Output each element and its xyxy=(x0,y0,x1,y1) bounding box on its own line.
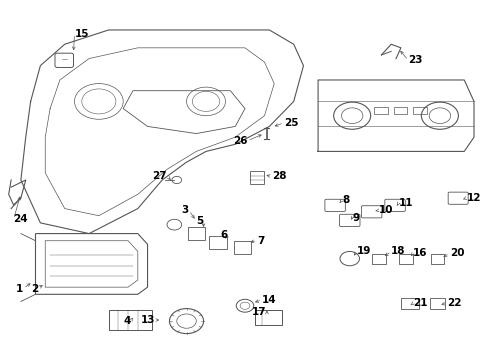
Bar xyxy=(109,310,152,330)
Text: 26: 26 xyxy=(233,136,247,146)
Bar xyxy=(372,253,386,264)
Bar xyxy=(209,236,227,249)
Text: 14: 14 xyxy=(262,295,277,305)
Bar xyxy=(413,108,427,114)
Text: 6: 6 xyxy=(220,230,228,240)
Text: 11: 11 xyxy=(398,198,413,208)
Bar xyxy=(188,227,205,240)
Bar xyxy=(430,298,445,309)
Bar xyxy=(234,242,251,254)
Text: 27: 27 xyxy=(152,171,167,181)
Text: 23: 23 xyxy=(408,55,423,65)
Text: 4: 4 xyxy=(123,316,130,326)
Text: 21: 21 xyxy=(413,298,428,308)
Bar xyxy=(399,253,413,264)
Text: 15: 15 xyxy=(74,28,89,39)
Text: 25: 25 xyxy=(284,118,298,128)
Bar xyxy=(250,171,265,184)
Text: 1: 1 xyxy=(16,284,24,294)
Text: 13: 13 xyxy=(140,315,155,325)
Text: 19: 19 xyxy=(357,247,371,256)
Bar xyxy=(401,298,419,309)
Bar xyxy=(393,108,407,114)
Bar xyxy=(431,253,443,264)
Bar xyxy=(255,310,282,325)
Text: 10: 10 xyxy=(379,205,393,215)
Text: 18: 18 xyxy=(391,247,406,256)
Text: 12: 12 xyxy=(466,193,481,203)
Text: 20: 20 xyxy=(450,248,464,258)
Text: 8: 8 xyxy=(343,195,350,204)
Bar xyxy=(374,108,388,114)
Text: 7: 7 xyxy=(257,236,265,246)
Text: 16: 16 xyxy=(413,248,428,258)
Text: 5: 5 xyxy=(196,216,203,226)
Text: 28: 28 xyxy=(272,171,286,181)
Text: 22: 22 xyxy=(447,298,462,308)
Text: 2: 2 xyxy=(31,284,38,294)
Text: 3: 3 xyxy=(182,205,189,215)
Text: 24: 24 xyxy=(14,214,28,224)
Text: 17: 17 xyxy=(252,307,267,317)
Text: 9: 9 xyxy=(352,212,359,222)
